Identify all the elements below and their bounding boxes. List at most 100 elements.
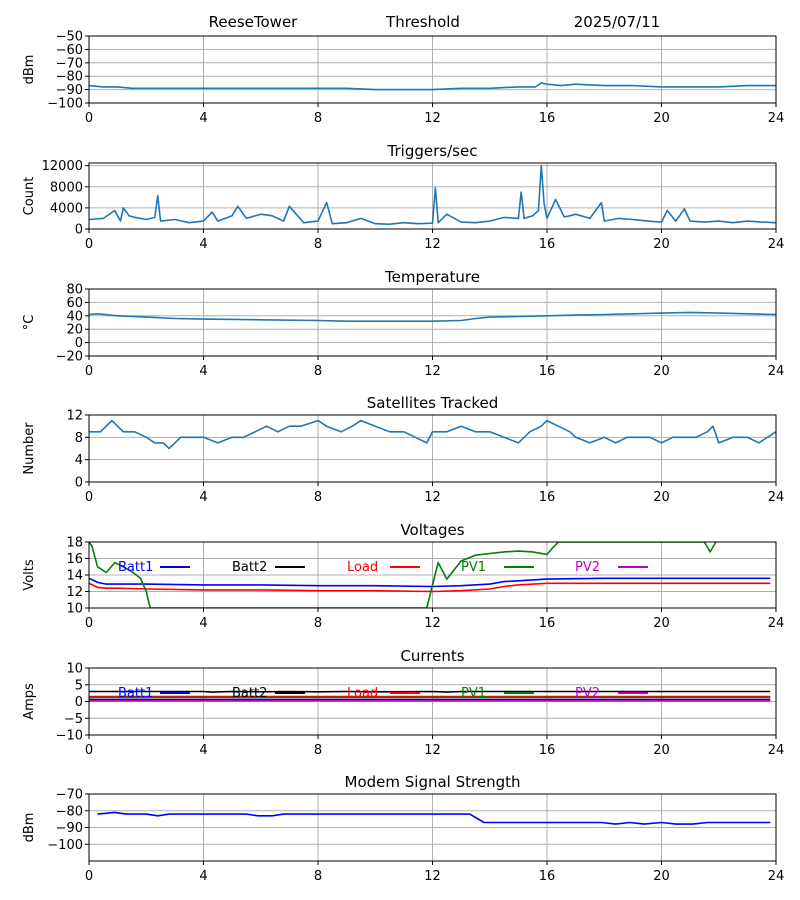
y-tick-label: 20: [66, 323, 83, 338]
legend-label: Batt2: [232, 560, 267, 575]
x-tick-label: 20: [653, 743, 670, 758]
x-tick-label: 4: [199, 490, 207, 505]
x-tick-label: 24: [768, 237, 785, 252]
x-tick-label: 16: [539, 364, 556, 379]
chart-panel-1: 0 4000 8000 12000 0 4 8 12 16 20 24 Triggers/sec Cou…: [22, 142, 784, 252]
x-tick-label: 16: [539, 869, 556, 884]
y-tick-label: 0: [75, 336, 83, 351]
x-tick-label: 20: [653, 111, 670, 126]
y-tick-label: −80: [56, 804, 83, 819]
y-tick-label: 16: [66, 552, 83, 567]
y-tick-label: −5: [64, 712, 83, 727]
y-axis-label: Amps: [22, 683, 37, 720]
plot-frame: [88, 667, 777, 736]
chart-panel-6: −100 −90 −80−70 0 4 8 12 16 20 24 Modem Signal Str…: [22, 773, 784, 884]
y-tick-label: −60: [56, 43, 83, 58]
panel-title: Voltages: [400, 521, 464, 539]
y-tick-label: 14: [66, 569, 83, 584]
y-tick-label: −70: [56, 56, 83, 71]
y-axis-label: Count: [22, 177, 37, 216]
x-tick-label: 24: [768, 364, 785, 379]
x-tick-label: 20: [653, 364, 670, 379]
series-line-0: [97, 811, 771, 825]
panel-title: Temperature: [384, 268, 480, 286]
x-tick-label: 12: [424, 237, 441, 252]
header-site: ReeseTower: [209, 13, 299, 31]
x-tick-label: 8: [314, 237, 322, 252]
y-tick-label: 60: [66, 296, 83, 311]
y-axis-label: dBm: [22, 55, 37, 85]
series-line-0: [89, 311, 776, 323]
x-tick-label: 24: [768, 111, 785, 126]
x-tick-label: 4: [199, 743, 207, 758]
y-tick-label: 4: [75, 453, 83, 468]
legend-label: Batt2: [232, 686, 267, 701]
header-mode: Threshold: [385, 13, 460, 31]
x-tick-label: 8: [314, 490, 322, 505]
y-tick-label: 4000: [50, 201, 83, 216]
plot-frame: [88, 793, 777, 862]
x-tick-label: 16: [539, 111, 556, 126]
y-tick-label: 18: [66, 536, 83, 551]
x-tick-label: 0: [85, 364, 93, 379]
y-axis-label: dBm: [22, 813, 37, 843]
x-tick-label: 12: [424, 616, 441, 631]
series-line-pv1: [89, 542, 717, 608]
x-tick-label: 4: [199, 364, 207, 379]
y-tick-label: −20: [56, 350, 83, 365]
y-axis-label: °C: [22, 315, 37, 331]
legend-label: Batt1: [118, 686, 153, 701]
x-tick-label: 4: [199, 237, 207, 252]
x-tick-label: 12: [424, 490, 441, 505]
x-tick-label: 24: [768, 743, 785, 758]
panel-title: Triggers/sec: [387, 142, 478, 160]
y-axis-label: Number: [22, 422, 37, 475]
y-tick-label: 12: [66, 585, 83, 600]
y-tick-label: 80: [66, 283, 83, 298]
x-tick-label: 0: [85, 490, 93, 505]
legend-label: PV2: [575, 686, 600, 701]
y-tick-label: −90: [56, 821, 83, 836]
panel-title: Modem Signal Strength: [345, 773, 521, 791]
series-line-batt1: [89, 577, 771, 588]
y-tick-label: −100: [47, 97, 83, 112]
series-line-0: [89, 164, 776, 225]
y-axis-label: Volts: [22, 559, 37, 591]
panel-title: Currents: [400, 647, 464, 665]
legend-label: PV2: [575, 560, 600, 575]
series-line-0: [89, 82, 776, 91]
y-tick-label: −80: [56, 70, 83, 85]
y-tick-label: −50: [56, 30, 83, 45]
panels: −100−90−80−70−60−500 4 8 12 16 20 24dBm0400080…: [22, 30, 784, 885]
x-tick-label: 8: [314, 743, 322, 758]
x-tick-label: 16: [539, 490, 556, 505]
x-tick-label: 0: [85, 743, 93, 758]
plot-frame: [88, 35, 777, 104]
x-tick-label: 16: [539, 616, 556, 631]
y-tick-label: −10: [56, 729, 83, 744]
y-tick-label: −90: [56, 83, 83, 98]
x-tick-label: 4: [199, 869, 207, 884]
legend-label: Load: [347, 560, 378, 575]
series-line-batt2: [89, 690, 771, 693]
y-tick-label: 0: [75, 476, 83, 491]
plot-frame: [88, 414, 777, 483]
legend-label: PV1: [461, 560, 486, 575]
panel-title: Satellites Tracked: [367, 394, 498, 412]
legend-label: Load: [347, 686, 378, 701]
y-tick-label: 5: [75, 678, 83, 693]
y-tick-label: 10: [66, 602, 83, 617]
x-tick-label: 16: [539, 743, 556, 758]
x-tick-label: 20: [653, 869, 670, 884]
x-tick-label: 12: [424, 111, 441, 126]
x-tick-label: 24: [768, 869, 785, 884]
chart-panel-3: 0 4 8 12 0 4 8 12 16 20 24 Satellites Tracked Number: [22, 394, 784, 505]
x-tick-label: 16: [539, 237, 556, 252]
y-tick-label: 8: [75, 431, 83, 446]
x-tick-label: 24: [768, 490, 785, 505]
series-line-load: [89, 582, 771, 593]
y-tick-label: 10: [66, 662, 83, 677]
